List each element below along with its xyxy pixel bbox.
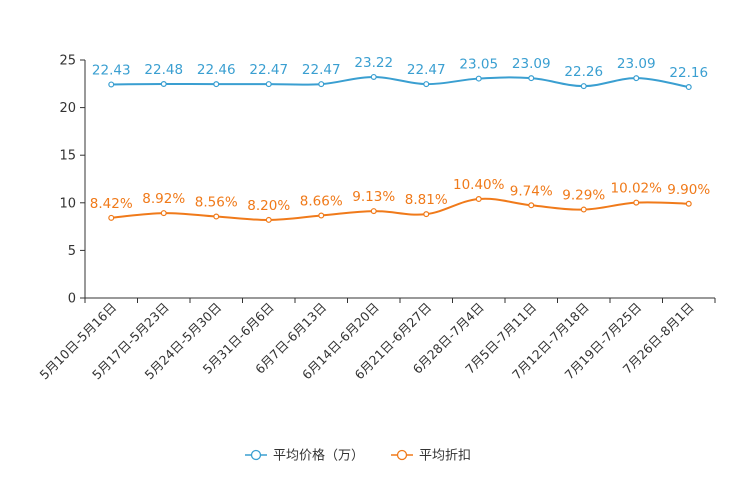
data-point [108, 81, 115, 88]
data-label: 8.66% [300, 194, 343, 210]
data-point [160, 80, 167, 87]
data-point [423, 81, 430, 88]
data-point [475, 195, 482, 202]
data-label: 23.22 [354, 55, 393, 71]
data-label: 8.56% [195, 195, 238, 211]
data-point [213, 81, 220, 88]
legend-label: 平均价格（万） [273, 448, 364, 464]
data-point [528, 202, 535, 209]
series-1: 22.43 22.48 22.46 22.47 22.47 23.22 22.47 23.05… [92, 55, 708, 91]
y-tick-label: 0 [68, 292, 76, 307]
data-label: 9.90% [667, 182, 710, 198]
data-point [108, 214, 115, 221]
data-label: 23.09 [617, 56, 656, 72]
legend-marker [250, 449, 262, 461]
data-label: 22.47 [302, 62, 341, 78]
data-point [580, 206, 587, 213]
data-point [318, 81, 325, 88]
legend-marker [396, 449, 408, 461]
data-label: 22.47 [407, 62, 446, 78]
data-point [633, 199, 640, 206]
legend-label: 平均折扣 [419, 449, 471, 464]
data-label: 8.20% [247, 198, 290, 214]
data-point [633, 75, 640, 82]
y-axis: 0 5 10 15 20 25 [59, 54, 86, 307]
data-label: 9.13% [352, 189, 395, 205]
data-label: 22.48 [144, 62, 183, 78]
y-tick-label: 25 [59, 54, 76, 69]
data-point [528, 75, 535, 82]
x-axis: 5月10日-5月16日5月17日-5月23日5月24日-5月30日5月31日-6… [36, 297, 716, 382]
data-label: 8.42% [90, 196, 133, 212]
data-label: 22.16 [669, 65, 708, 81]
legend: 平均价格（万） 平均折扣 [245, 448, 471, 464]
y-tick-label: 15 [59, 149, 76, 164]
data-label: 22.47 [249, 62, 288, 78]
data-label: 10.02% [611, 181, 663, 197]
data-label: 23.09 [512, 56, 551, 72]
data-point [160, 210, 167, 217]
data-label: 9.74% [510, 183, 553, 199]
series-line [111, 75, 689, 89]
data-point [423, 211, 430, 218]
data-label: 22.46 [197, 62, 236, 78]
data-point [685, 200, 692, 207]
data-label: 23.05 [459, 57, 498, 73]
series-layer: 22.43 22.48 22.46 22.47 22.47 23.22 22.47 23.05… [90, 55, 710, 223]
data-point [318, 212, 325, 219]
data-label: 9.29% [562, 188, 605, 204]
data-label: 22.43 [92, 62, 131, 78]
y-tick-label: 10 [59, 196, 76, 211]
data-label: 8.81% [405, 192, 448, 208]
data-point [370, 208, 377, 215]
data-point [580, 83, 587, 90]
data-label: 22.26 [564, 64, 603, 80]
data-label: 10.40% [453, 177, 505, 193]
y-tick-label: 5 [68, 244, 76, 259]
data-point [213, 213, 220, 220]
legend-item[interactable]: 平均折扣 [391, 449, 471, 464]
legend-item[interactable]: 平均价格（万） [245, 448, 364, 464]
data-point [475, 75, 482, 82]
series-line [111, 197, 689, 221]
y-tick-label: 20 [59, 101, 76, 116]
data-point [265, 81, 272, 88]
data-label: 8.92% [142, 191, 185, 207]
data-point [370, 73, 377, 80]
series-2: 8.42% 8.92% 8.56% 8.20% 8.66% 9.13% 8.81% 10.40… [90, 177, 710, 223]
data-point [685, 84, 692, 91]
data-point [265, 216, 272, 223]
